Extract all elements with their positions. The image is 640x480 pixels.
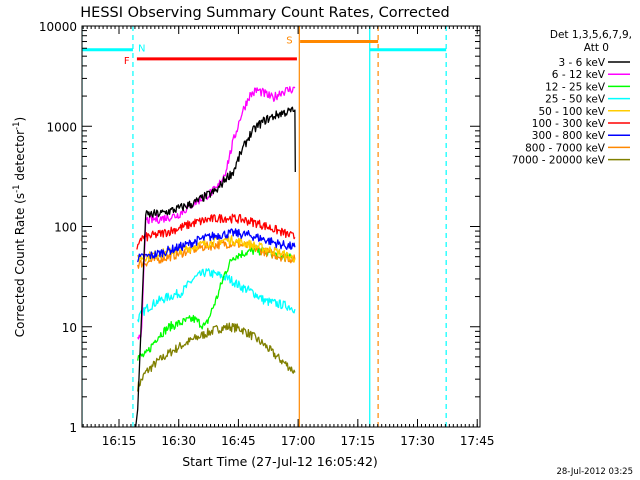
legend-label: 100 - 300 keV xyxy=(532,118,606,130)
annotation-S: S xyxy=(286,36,292,47)
x-tick-label: 17:30 xyxy=(400,434,435,448)
annotation-F: F xyxy=(124,56,130,67)
series-line-3 xyxy=(137,268,296,323)
x-tick-label: 16:30 xyxy=(161,434,196,448)
legend-label: 3 - 6 keV xyxy=(558,57,605,69)
x-axis-label: Start Time (27-Jul-12 16:05:42) xyxy=(182,454,378,469)
legend-title-line1: Det 1,3,5,6,7,9, xyxy=(550,29,632,41)
series-line-0 xyxy=(135,106,296,427)
series-line-5 xyxy=(136,213,296,250)
plot-frame xyxy=(81,25,481,428)
annotation-N: N xyxy=(138,44,145,55)
x-tick-label: 17:00 xyxy=(281,434,316,448)
x-tick-label: 17:45 xyxy=(460,434,495,448)
chart-title: HESSI Observing Summary Count Rates, Cor… xyxy=(80,5,449,21)
y-tick-label: 100 xyxy=(54,221,77,235)
axes xyxy=(81,25,481,428)
legend-label: 6 - 12 keV xyxy=(552,69,606,81)
series-line-8 xyxy=(137,322,296,392)
series-line-4 xyxy=(137,235,296,263)
x-tick-label: 16:45 xyxy=(221,434,256,448)
plot-area: NF S xyxy=(82,26,447,427)
y-tick-label: 1000 xyxy=(46,120,77,134)
y-tick-label: 10000 xyxy=(39,20,77,34)
series-line-1 xyxy=(137,86,296,340)
legend-label: 7000 - 20000 keV xyxy=(512,155,606,167)
legend-label: 300 - 800 keV xyxy=(532,130,606,142)
series-line-6 xyxy=(137,228,296,263)
y-tick-label: 10 xyxy=(62,321,77,335)
legend-label: 12 - 25 keV xyxy=(545,81,606,93)
ticks: 16:15 16:30 16:45 17:00 17:15 17:30 17:45 1 10 10… xyxy=(39,20,495,448)
legend-title-line2: Att 0 xyxy=(584,42,609,54)
footer-timestamp: 28-Jul-2012 03:25 xyxy=(556,467,633,477)
legend-label: 25 - 50 keV xyxy=(545,94,606,106)
legend-label: 800 - 7000 keV xyxy=(525,142,606,154)
y-axis-label: Corrected Count Rate (s-1 detector-1) xyxy=(12,117,27,337)
x-tick-label: 17:15 xyxy=(341,434,376,448)
series-line-7 xyxy=(137,240,296,269)
series-group xyxy=(82,26,447,427)
legend-label: 50 - 100 keV xyxy=(538,106,605,118)
y-tick-label: 1 xyxy=(69,421,77,435)
x-tick-label: 16:15 xyxy=(102,434,137,448)
